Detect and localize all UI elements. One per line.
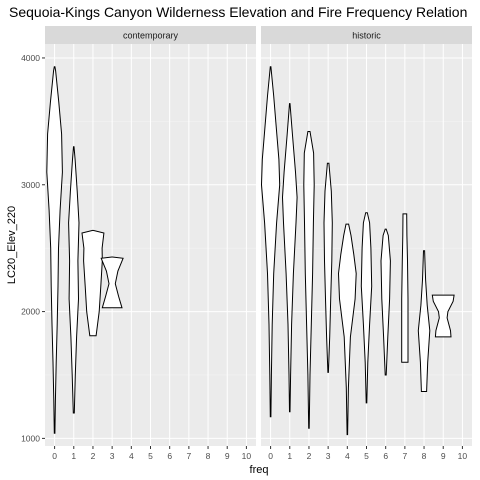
- violin-historic-freq-4: [337, 223, 357, 436]
- x-tick-label: 10: [242, 451, 252, 461]
- y-axis-label: LC20_Elev_220: [6, 206, 18, 284]
- x-tick-label: 9: [225, 451, 230, 461]
- violin-historic-freq-3: [323, 162, 333, 373]
- violin-historic-freq-5: [360, 212, 373, 404]
- violin-historic-freq-7: [401, 213, 409, 363]
- violin-historic-freq-1: [281, 103, 298, 413]
- facet-strip: [261, 26, 472, 44]
- x-tick-label: 0: [52, 451, 57, 461]
- violin-historic-freq-6: [380, 228, 391, 376]
- violin-contemporary-freq-3: [100, 256, 124, 309]
- y-tick-label: 2000: [21, 307, 40, 317]
- x-tick-label: 0: [268, 451, 273, 461]
- violin-contemporary-freq-0: [46, 66, 63, 434]
- x-tick-label: 6: [383, 451, 388, 461]
- facet-panel-historic: historic: [260, 26, 472, 446]
- y-tick-label: 4000: [21, 53, 40, 63]
- x-tick-label: 7: [402, 451, 407, 461]
- x-tick-label: 1: [287, 451, 292, 461]
- x-tick-label: 7: [186, 451, 191, 461]
- x-tick-label: 3: [110, 451, 115, 461]
- facet-strip-label: contemporary: [123, 31, 179, 41]
- facet-panels: contemporary historic: [45, 26, 472, 446]
- x-axis-label: freq: [250, 464, 269, 476]
- y-axis: 1000 2000 3000 4000: [21, 53, 45, 443]
- x-tick-label: 8: [422, 451, 427, 461]
- x-tick-label: 2: [91, 451, 96, 461]
- x-tick-label: 1: [71, 451, 76, 461]
- x-tick-label: 8: [206, 451, 211, 461]
- x-tick-label: 4: [345, 451, 350, 461]
- violin-historic-freq-0: [260, 66, 281, 418]
- facet-strip-label: historic: [352, 31, 381, 41]
- x-axis: 0 1 2 3 4 5 6 7 8 9 10 0 1 2 3 4 5 6 7 8 9 10: [52, 446, 467, 461]
- violin-historic-freq-8: [417, 250, 431, 392]
- facet-panel-contemporary: contemporary: [45, 26, 256, 446]
- x-tick-label: 9: [441, 451, 446, 461]
- x-tick-label: 4: [129, 451, 134, 461]
- x-tick-label: 5: [364, 451, 369, 461]
- x-tick-label: 2: [307, 451, 312, 461]
- violin-contemporary-freq-2: [81, 229, 105, 337]
- chart-title: Sequoia-Kings Canyon Wilderness Elevatio…: [9, 4, 467, 20]
- violin-historic-freq-2: [303, 131, 315, 429]
- facet-strip: [45, 26, 256, 44]
- violin-historic-freq-9: [431, 294, 455, 338]
- violin-contemporary-freq-1: [68, 146, 80, 414]
- y-tick-label: 1000: [21, 433, 40, 443]
- x-tick-label: 10: [458, 451, 468, 461]
- x-tick-label: 6: [167, 451, 172, 461]
- x-tick-label: 5: [148, 451, 153, 461]
- y-tick-label: 3000: [21, 180, 40, 190]
- x-tick-label: 3: [326, 451, 331, 461]
